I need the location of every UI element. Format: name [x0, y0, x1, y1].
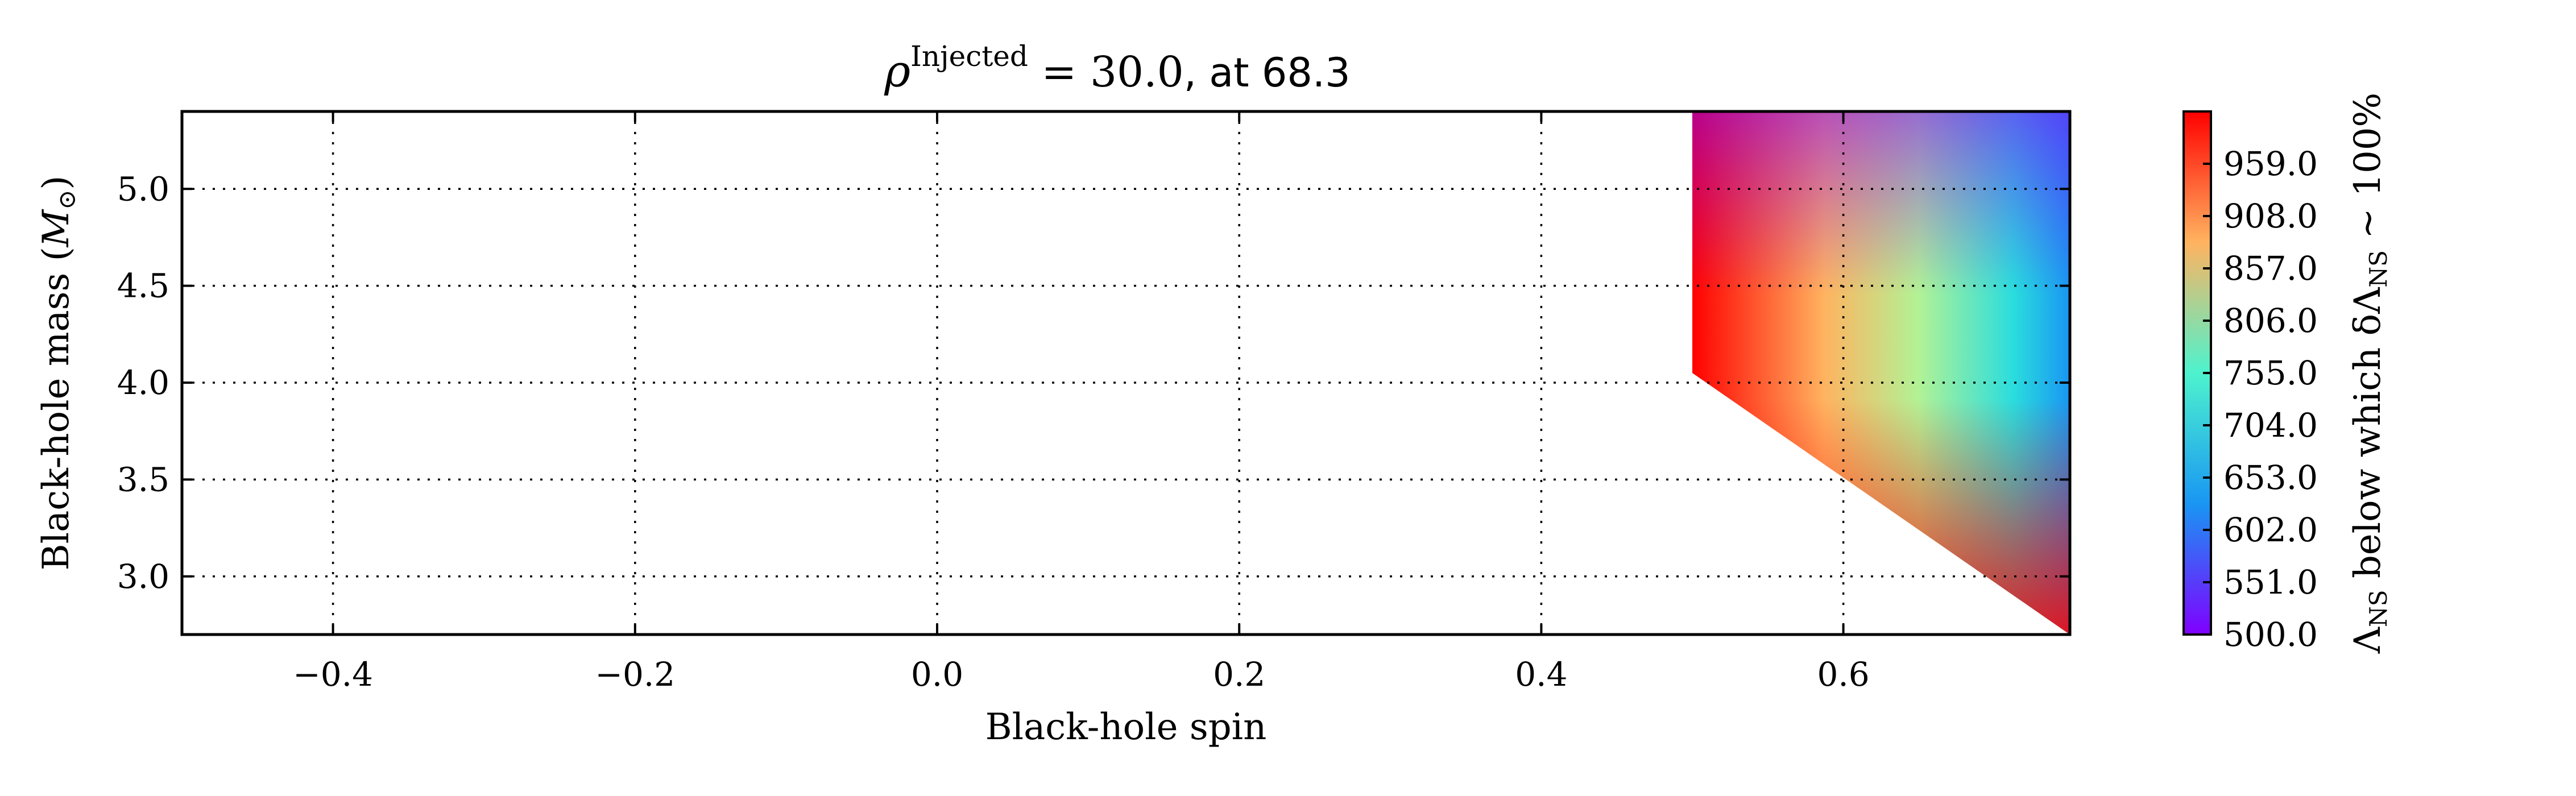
x-ticks: −0.4 −0.2 0.0 0.2 0.4 0.6 [293, 111, 1870, 694]
x-tick-label: 0.4 [1515, 655, 1567, 694]
y-tick-label: 4.0 [117, 363, 169, 402]
colorbar-title-sub: NS [2364, 590, 2392, 628]
colorbar-title-mid: below which δΛ [2347, 287, 2389, 590]
y-tick-label: 4.5 [117, 267, 169, 305]
y-tick-label: 3.5 [117, 460, 169, 499]
colorbar-tick-label: 806.0 [2223, 301, 2318, 340]
plot-area: −0.4 −0.2 0.0 0.2 0.4 0.6 3.0 3.5 4.0 4.5 5.0 [117, 110, 2072, 694]
x-tick-label: 0.6 [1817, 655, 1869, 694]
colorbar-title-sub2: NS [2364, 250, 2392, 288]
colorbar-tick-label: 551.0 [2223, 563, 2318, 602]
colorbar-tick-label: 704.0 [2223, 406, 2318, 445]
colorbar-tick-label: 500.0 [2223, 615, 2318, 654]
colorbar-tick-label: 653.0 [2223, 458, 2318, 497]
filled-region-overlay [1692, 111, 2070, 635]
y-tick-label: 3.0 [117, 557, 169, 596]
colorbar-tick-label: 857.0 [2223, 249, 2318, 288]
colorbar-tick-label: 755.0 [2223, 354, 2318, 392]
colorbar-tick-label: 959.0 [2223, 144, 2318, 183]
x-axis-title: Black-hole spin [985, 706, 1267, 748]
title-symbol: ρ [884, 46, 910, 97]
colorbar-ticks: 500.0 551.0 602.0 653.0 704.0 755.0 806.0 857.0… [2203, 144, 2318, 654]
y-ticks: 3.0 3.5 4.0 4.5 5.0 [117, 169, 2070, 596]
colorbar-title-lambda: Λ [2347, 627, 2389, 654]
y-tick-label: 5.0 [117, 169, 169, 208]
colorbar-title: ΛNS below which δΛNS ~ 100% [2347, 93, 2392, 654]
title-suffix: , at 68.3 [1184, 49, 1351, 96]
colorbar: 500.0 551.0 602.0 653.0 704.0 755.0 806.0 857.0… [2182, 93, 2392, 654]
colorbar-tick-label: 602.0 [2223, 511, 2318, 549]
y-axis-title-close: ) [35, 176, 77, 190]
x-tick-label: −0.4 [293, 655, 373, 694]
chart-title: ρInjected = 30.0, at 68.3 [884, 40, 1350, 97]
title-equals-value: = 30.0 [1028, 48, 1184, 97]
y-axis-title-symbol: M [35, 209, 77, 247]
title-superscript: Injected [910, 40, 1028, 73]
colorbar-tick-label: 908.0 [2223, 197, 2318, 235]
y-axis-title: Black-hole mass (M⊙) [35, 176, 81, 571]
y-axis-title-text: Black-hole mass ( [35, 247, 77, 570]
x-tick-label: 0.2 [1213, 655, 1265, 694]
filled-region [1692, 111, 2070, 635]
grid-lines [182, 111, 2070, 635]
y-axis-title-sub: ⊙ [53, 190, 81, 210]
plot-frame [180, 110, 2072, 636]
x-tick-label: −0.2 [595, 655, 675, 694]
x-tick-label: 0.0 [911, 655, 963, 694]
colorbar-title-end: ~ 100% [2347, 93, 2389, 250]
